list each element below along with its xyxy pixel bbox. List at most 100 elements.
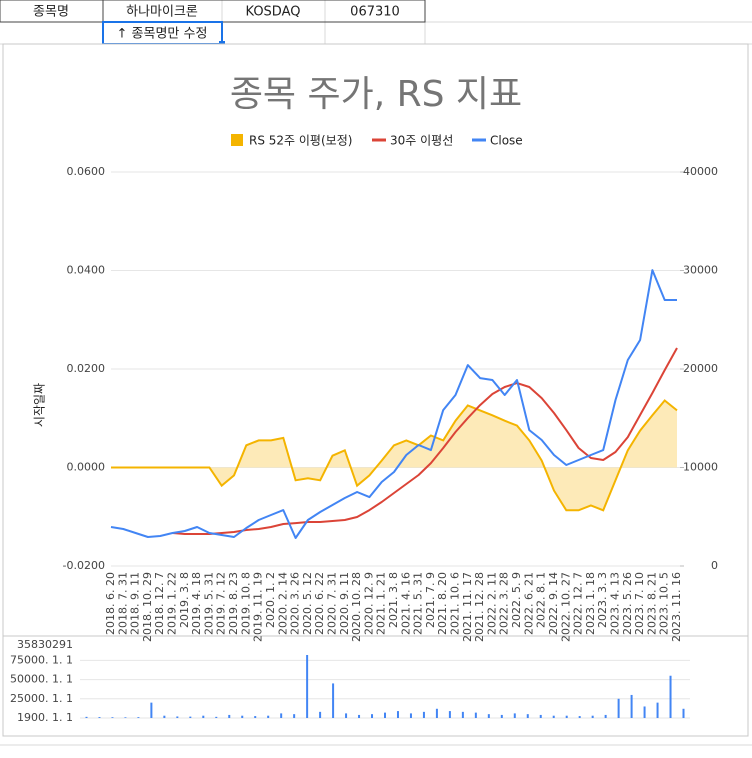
x-tick-label: 2018. 10. 29 [141,572,154,642]
x-tick-label: 2022. 5. 9 [510,572,523,628]
x-tick-label: 2019. 3. 8 [178,572,191,628]
bar [552,715,555,718]
bar [85,716,88,718]
x-tick-label: 2020. 1. 2 [264,572,277,628]
bar [319,711,322,718]
x-tick-label: 2018. 12. 7 [153,572,166,635]
bar [189,716,192,718]
x-tick-label: 2020. 5. 12 [301,572,314,635]
bar [539,714,542,718]
y-tick-label: 0.0600 [67,165,106,178]
bar [604,714,607,718]
x-tick-label: 2018. 6. 20 [104,572,117,635]
bar [617,698,620,718]
x-tick-label: 2020. 2. 14 [276,572,289,635]
bar [669,675,672,718]
bar [461,711,464,718]
x-tick-label: 2019. 11. 19 [252,572,265,642]
bar [215,716,218,718]
x-tick-label: 2023. 5. 26 [621,572,634,635]
bar [371,714,374,718]
x-tick-label: 2021. 5. 31 [412,572,425,635]
cell-border [0,0,104,23]
x-tick-label: 2022. 10. 27 [559,572,572,642]
cell[interactable]: ↑ 종목명만 수정 [117,27,208,42]
bar [280,713,283,718]
bar [150,702,153,718]
line [172,347,678,535]
bar [98,717,101,718]
bar [137,717,140,718]
x-tick-label: 2021. 10. 6 [449,572,462,635]
x-tick-label: 2019. 10. 8 [239,572,252,635]
cell[interactable]: 하나마이크론 [126,5,198,20]
x-tick-label: 2023. 3. 3 [596,572,609,628]
x-tick-label: 2020. 10. 28 [350,572,363,642]
bar [435,708,438,718]
bar [293,714,296,718]
x-tick-label: 2020. 6. 22 [313,572,326,635]
chart-frame[interactable] [2,635,749,737]
y-axis-label: 시작일짜 [33,383,47,427]
bar [163,715,166,718]
bar [643,706,646,718]
cell[interactable]: KOSDAQ [246,5,301,20]
chart-frame[interactable] [2,43,749,637]
bar [384,712,386,718]
legend-label: RS 52주 이평(보정) [249,134,352,148]
x-tick-label: 2019. 4. 18 [190,572,203,635]
y-tick-label: -0.0200 [63,559,105,572]
bar [500,714,503,718]
bar [565,715,568,718]
bar [487,714,490,718]
legend-label: 30주 이평선 [390,134,453,148]
bar [682,708,685,718]
x-tick-label: 2022. 3. 28 [498,572,511,635]
bar [124,717,127,718]
x-tick-label: 2019. 8. 23 [227,572,240,635]
y-top-label: 35830291 [17,638,73,651]
legend-swatch [231,134,243,146]
bar [578,716,581,718]
bar [176,716,179,718]
bar [345,713,348,718]
y2-tick-label: 40000 [683,165,718,178]
area-line [111,399,678,512]
line [110,269,677,539]
y2-tick-label: 0 [711,559,718,572]
chart-title: 종목 주가, RS 지표 [230,74,522,115]
bar [526,714,529,718]
area [111,400,677,511]
x-tick-label: 2021. 8. 20 [436,572,449,635]
x-tick-label: 2023. 7. 10 [633,572,646,635]
bar [591,715,594,718]
bar [409,713,412,718]
y-tick-label: 0.0000 [67,461,106,474]
bar [422,711,425,718]
bar [474,712,477,718]
x-tick-label: 2022. 8. 1 [535,572,548,628]
x-tick-label: 2021. 11. 17 [461,572,474,642]
y-tick-label: 0.0400 [67,264,106,277]
y2-tick-label: 30000 [683,264,718,277]
bar [254,716,257,718]
x-tick-label: 2021. 12. 28 [473,572,486,642]
x-tick-label: 2020. 3. 26 [289,572,302,635]
x-tick-label: 2022. 9. 14 [547,572,560,635]
x-tick-label: 2021. 7. 9 [424,572,437,628]
x-tick-label: 2019. 5. 31 [202,572,215,635]
x-tick-label: 2023. 10. 5 [658,572,671,635]
x-tick-label: 2022. 12. 7 [572,572,585,635]
bar [111,717,114,718]
y-tick-label: 25000. 1. 1 [10,692,73,705]
cell[interactable]: 종목명 [33,5,69,20]
bar [228,714,231,718]
x-tick-label: 2023. 11. 16 [670,572,683,642]
x-tick-label: 2021. 1. 21 [375,572,388,635]
cell[interactable]: 067310 [350,5,400,20]
x-tick-label: 2020. 12. 9 [362,572,375,635]
x-tick-label: 2019. 7. 12 [215,572,228,635]
x-tick-label: 2018. 7. 31 [116,572,129,635]
